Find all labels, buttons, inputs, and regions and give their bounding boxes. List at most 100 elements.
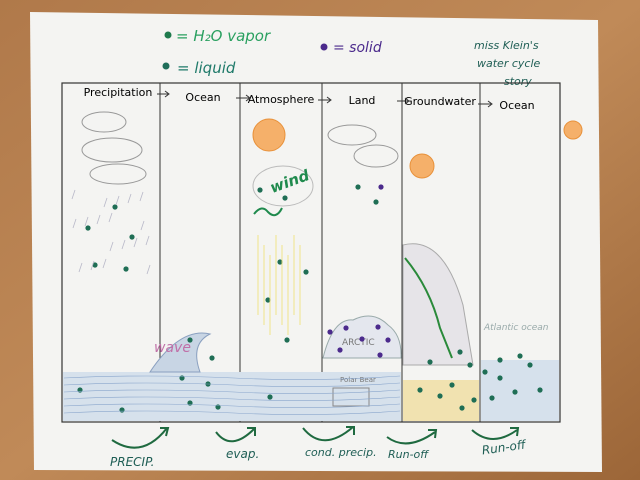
arrow [111, 427, 170, 449]
title-line: miss Klein's [474, 39, 539, 52]
transition-labels: PRECIP. evap. cond. precip. Run-off Run-… [110, 437, 528, 469]
label-arctic: ARCTIC [342, 338, 375, 348]
legend-dot [162, 62, 170, 70]
liquid-dot [459, 405, 465, 411]
cloud [89, 163, 147, 185]
arrow [157, 90, 170, 98]
column-header: Precipitation [84, 86, 153, 99]
rain-streak [102, 258, 107, 269]
rain-streak [72, 218, 77, 229]
rain-streaks [63, 189, 401, 415]
wind-squiggle [253, 207, 283, 217]
liquid-dot [517, 353, 523, 359]
liquid-dot [512, 389, 518, 395]
rain-streak [139, 191, 144, 202]
label-polar-bear: Polar Bear [340, 376, 376, 384]
table-frame [61, 82, 561, 423]
column-header: Ocean [499, 99, 534, 112]
liquid-dot [277, 259, 283, 265]
liquid-dot [449, 382, 455, 388]
solid-dot [375, 324, 381, 330]
liquid-dot [482, 369, 488, 375]
transition-label: PRECIP. [110, 455, 154, 469]
liquid-dot [284, 337, 290, 343]
liquid-dot [471, 397, 477, 403]
column-header: Land [349, 94, 376, 107]
transition-arrows [111, 426, 520, 449]
liquid-dot [187, 337, 193, 343]
transition-label: evap. [226, 447, 259, 461]
solid-dot [337, 347, 343, 353]
suns [252, 118, 583, 179]
column-header: Groundwater [404, 95, 476, 108]
rain-streak [108, 212, 113, 223]
water-line [63, 410, 401, 415]
liquid-dot [179, 375, 185, 381]
solid-dot [327, 329, 333, 335]
particles [77, 184, 543, 413]
ground [403, 380, 479, 421]
label-atlantic: Atlantic ocean [483, 323, 549, 333]
liquid-dot [85, 225, 91, 231]
cloud [81, 137, 143, 163]
water-line [63, 382, 401, 387]
liquid-dot [497, 357, 503, 363]
liquid-dot [437, 393, 443, 399]
column-header: Atmosphere [248, 93, 315, 106]
liquid-dot [215, 404, 221, 410]
solid-dot [385, 337, 391, 343]
liquid-dot [77, 387, 83, 393]
legend-dot [164, 31, 172, 39]
river [404, 257, 453, 359]
liquid-dot [257, 187, 263, 193]
liquid-dot [537, 387, 543, 393]
solid-dot [378, 184, 384, 190]
liquid-dot [92, 262, 98, 268]
arrow [471, 427, 520, 440]
liquid-dot [129, 234, 135, 240]
rain-streak [140, 220, 145, 231]
rain-streak [133, 237, 138, 248]
cloud [327, 124, 377, 146]
liquid-dot [489, 395, 495, 401]
arrow [386, 429, 438, 445]
rain-streak [84, 216, 89, 227]
arrow [215, 427, 256, 443]
liquid-dot [467, 362, 473, 368]
title-line: story [504, 75, 532, 88]
liquid-dot [282, 195, 288, 201]
liquid-dot [527, 362, 533, 368]
legend-solid: = solid [333, 40, 382, 56]
water-line [63, 396, 401, 401]
rain-streak [78, 262, 83, 273]
rain-streak [96, 214, 101, 225]
water [481, 360, 559, 421]
transition-label: Run-off [388, 448, 429, 461]
solid-dot [343, 325, 349, 331]
liquid-dot [373, 199, 379, 205]
rain-streak [115, 195, 120, 206]
water-line [63, 403, 401, 408]
header-arrows [157, 90, 493, 108]
arrow [478, 100, 493, 108]
liquid-dot [112, 204, 118, 210]
arrow [236, 94, 251, 102]
rain-streak [109, 241, 114, 252]
cloud [81, 111, 127, 133]
wave [149, 332, 212, 373]
solid-dot [377, 352, 383, 358]
liquid-dot [355, 184, 361, 190]
polar-bear [332, 387, 370, 407]
legend-liquid: = liquid [177, 59, 236, 77]
liquid-dot [123, 266, 129, 272]
transition-label: Run-off [481, 437, 528, 457]
rain-streak [127, 193, 132, 204]
liquid-dot [265, 297, 271, 303]
column-separators [159, 83, 481, 422]
sun [563, 120, 583, 140]
rain-streak [103, 197, 108, 208]
title-line: water cycle [477, 57, 540, 70]
liquid-dot [417, 387, 423, 393]
rain-streak [71, 189, 76, 200]
